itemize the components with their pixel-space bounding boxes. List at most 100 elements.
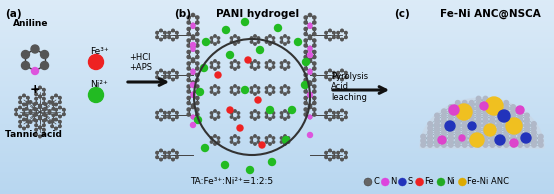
Circle shape xyxy=(187,67,190,70)
Circle shape xyxy=(15,113,17,116)
Circle shape xyxy=(51,125,53,127)
Circle shape xyxy=(428,130,432,134)
Circle shape xyxy=(23,108,25,111)
Bar xyxy=(0,173,554,174)
Circle shape xyxy=(329,158,331,161)
Circle shape xyxy=(341,78,343,81)
Circle shape xyxy=(237,41,240,43)
Circle shape xyxy=(43,97,45,100)
Text: +: + xyxy=(30,83,40,96)
Circle shape xyxy=(435,130,439,134)
Circle shape xyxy=(247,166,254,173)
Circle shape xyxy=(345,156,347,158)
Circle shape xyxy=(280,87,283,89)
Text: Aniline: Aniline xyxy=(13,19,49,28)
Bar xyxy=(0,117,554,118)
Circle shape xyxy=(428,134,432,139)
Circle shape xyxy=(332,116,335,119)
Circle shape xyxy=(59,120,61,123)
Circle shape xyxy=(435,134,439,139)
Bar xyxy=(0,99,554,100)
Circle shape xyxy=(237,125,243,131)
Circle shape xyxy=(341,109,343,112)
Circle shape xyxy=(381,178,389,186)
Circle shape xyxy=(308,92,312,96)
Circle shape xyxy=(325,31,327,34)
Bar xyxy=(0,144,554,145)
Circle shape xyxy=(272,116,275,118)
Circle shape xyxy=(160,78,162,81)
Circle shape xyxy=(217,62,220,64)
Circle shape xyxy=(504,130,509,134)
Circle shape xyxy=(272,91,275,93)
Circle shape xyxy=(191,92,195,96)
Circle shape xyxy=(337,31,340,34)
Bar xyxy=(0,66,554,67)
Circle shape xyxy=(31,45,39,53)
Circle shape xyxy=(35,93,38,96)
Circle shape xyxy=(312,67,316,70)
Bar xyxy=(0,43,554,44)
Circle shape xyxy=(469,117,474,122)
Circle shape xyxy=(483,126,488,130)
Circle shape xyxy=(428,122,432,126)
Bar xyxy=(0,74,554,75)
Circle shape xyxy=(217,37,220,39)
Circle shape xyxy=(234,143,236,145)
Circle shape xyxy=(187,96,190,100)
Circle shape xyxy=(490,109,495,113)
Circle shape xyxy=(191,105,194,109)
Circle shape xyxy=(191,36,194,40)
Circle shape xyxy=(504,126,509,130)
Circle shape xyxy=(230,116,233,118)
Circle shape xyxy=(59,96,61,99)
Bar xyxy=(0,92,554,93)
Circle shape xyxy=(288,112,290,114)
Circle shape xyxy=(196,96,199,100)
Bar xyxy=(0,88,554,89)
Circle shape xyxy=(329,69,331,72)
Circle shape xyxy=(214,135,216,137)
Circle shape xyxy=(504,100,509,105)
Text: Fe³⁺: Fe³⁺ xyxy=(90,47,109,56)
Circle shape xyxy=(455,100,460,105)
Circle shape xyxy=(511,139,515,143)
Circle shape xyxy=(156,76,158,79)
Circle shape xyxy=(168,36,171,39)
Circle shape xyxy=(304,73,307,77)
Circle shape xyxy=(272,87,275,89)
Circle shape xyxy=(23,118,25,121)
Circle shape xyxy=(485,97,503,115)
Circle shape xyxy=(490,105,495,109)
Circle shape xyxy=(504,109,509,113)
Circle shape xyxy=(59,106,61,109)
Circle shape xyxy=(237,137,240,139)
Bar xyxy=(0,141,554,142)
Bar xyxy=(0,107,554,108)
Circle shape xyxy=(337,152,340,154)
Circle shape xyxy=(518,122,522,126)
Bar xyxy=(0,116,554,117)
Circle shape xyxy=(341,118,343,121)
Circle shape xyxy=(309,105,311,109)
Circle shape xyxy=(309,25,311,28)
Circle shape xyxy=(280,41,283,43)
Bar xyxy=(0,79,554,80)
Text: C: C xyxy=(373,177,379,186)
Circle shape xyxy=(511,113,515,118)
Circle shape xyxy=(43,108,46,111)
Circle shape xyxy=(265,66,268,68)
Circle shape xyxy=(416,178,424,186)
Circle shape xyxy=(272,137,275,139)
Circle shape xyxy=(257,141,260,143)
Circle shape xyxy=(25,119,28,121)
Bar xyxy=(0,170,554,171)
Text: (a): (a) xyxy=(5,9,22,19)
Circle shape xyxy=(48,121,51,123)
Circle shape xyxy=(269,43,271,45)
Circle shape xyxy=(257,87,260,89)
Circle shape xyxy=(490,134,495,139)
Circle shape xyxy=(304,44,307,47)
Circle shape xyxy=(312,39,316,42)
Circle shape xyxy=(163,71,166,74)
